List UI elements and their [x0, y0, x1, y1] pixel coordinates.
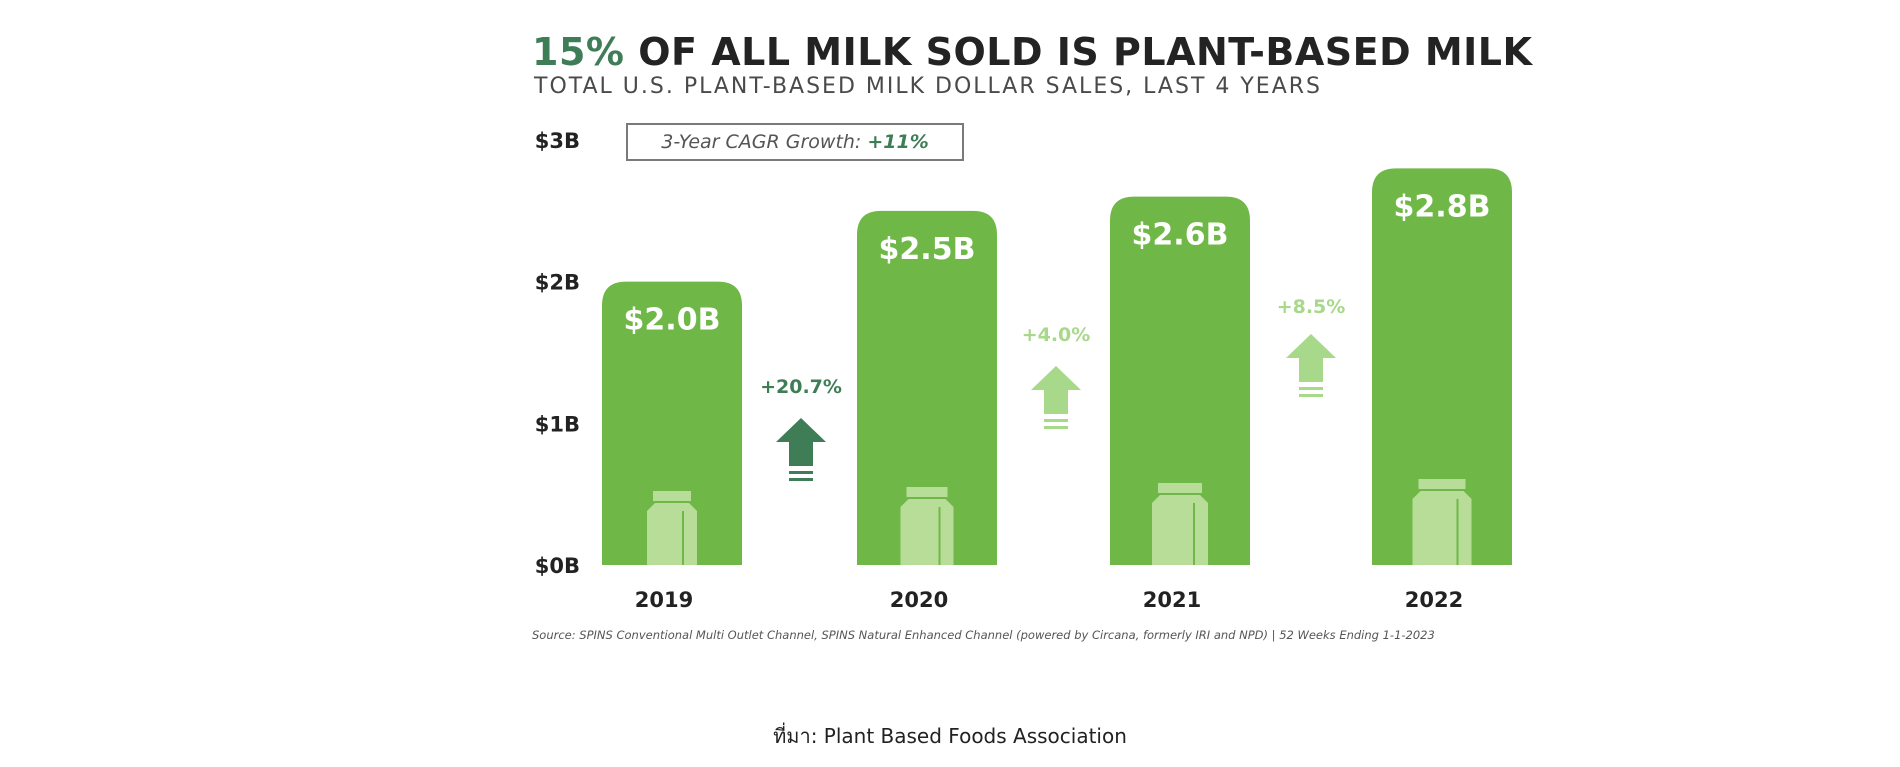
- growth-label: +4.0%: [1022, 324, 1091, 346]
- y-tick-label: $0B: [535, 554, 580, 578]
- growth-arrow-bar: [789, 478, 813, 481]
- milk-carton-icon: [1412, 479, 1472, 565]
- title-highlight: 15%: [532, 30, 625, 74]
- growth-label: +20.7%: [760, 376, 842, 398]
- chart-title: 15% OF ALL MILK SOLD IS PLANT-BASED MILK: [532, 30, 1532, 74]
- y-tick-label: $1B: [535, 412, 580, 436]
- bar: [857, 210, 997, 566]
- cagr-box: 3-Year CAGR Growth: +11%: [626, 123, 964, 161]
- source-note: Source: SPINS Conventional Multi Outlet …: [532, 628, 1435, 642]
- x-tick-label: 2019: [635, 588, 693, 612]
- x-tick-label: 2020: [890, 588, 948, 612]
- cagr-label: 3-Year CAGR Growth:: [661, 131, 862, 153]
- growth-arrow-icon: [1031, 366, 1081, 414]
- growth-arrow-icon: [1286, 334, 1336, 382]
- bar-value-label: $2.6B: [1132, 218, 1229, 253]
- growth-arrow-bar: [1299, 387, 1323, 390]
- growth-label: +8.5%: [1277, 296, 1346, 318]
- growth-arrow-bar: [1299, 394, 1323, 397]
- bar: [602, 281, 742, 565]
- growth-arrow-bar: [1044, 426, 1068, 429]
- bar-value-label: $2.8B: [1394, 189, 1491, 224]
- growth-arrow-bar: [1044, 419, 1068, 422]
- bar-value-label: $2.0B: [624, 303, 721, 338]
- x-tick-label: 2022: [1405, 588, 1463, 612]
- milk-carton-icon: [900, 487, 954, 565]
- x-tick-label: 2021: [1143, 588, 1201, 612]
- credit-line: ที่มา: Plant Based Foods Association: [773, 724, 1127, 748]
- bar: [1110, 196, 1250, 565]
- bar-value-label: $2.5B: [879, 232, 976, 267]
- chart-subtitle: TOTAL U.S. PLANT-BASED MILK DOLLAR SALES…: [534, 74, 1323, 99]
- milk-carton-icon: [647, 491, 697, 565]
- title-text: OF ALL MILK SOLD IS PLANT-BASED MILK: [638, 30, 1533, 74]
- cagr-value: +11%: [867, 131, 929, 153]
- growth-arrow-bar: [789, 471, 813, 474]
- bar: [1372, 168, 1512, 566]
- y-tick-label: $2B: [535, 271, 580, 295]
- y-tick-label: $3B: [535, 129, 580, 153]
- growth-arrow-icon: [776, 418, 826, 466]
- milk-carton-icon: [1152, 483, 1208, 565]
